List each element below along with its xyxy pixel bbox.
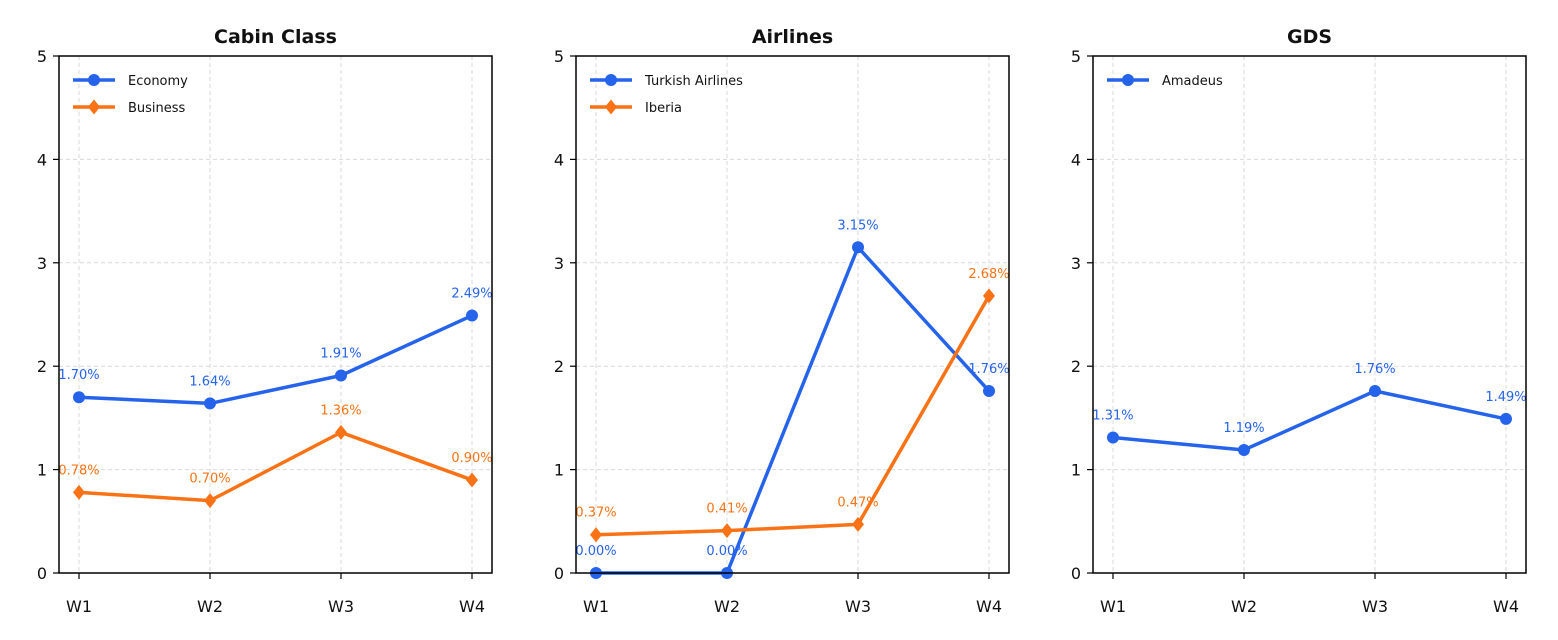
data-point [852,516,864,532]
x-tick-label: W3 [845,597,871,616]
y-tick-label: 4 [554,150,564,169]
x-tick-label: W3 [328,597,354,616]
x-tick-label: W3 [1362,597,1388,616]
data-point [1369,385,1381,398]
chart-panel-3: 0 1 2 3 4 5 W1 W2 W3 W4 GDS 1.31% 1.19% 1.76% 1.49% Ama… [1071,26,1527,616]
x-tick-label: W4 [976,597,1002,616]
series-line-economy [78,313,473,406]
data-label: 0.37% [575,506,616,521]
legend-marker [88,74,100,86]
y-tick-label: 1 [37,461,47,480]
legend-marker [605,99,617,115]
data-point [73,484,85,500]
data-point [852,241,864,254]
y-tick-label: 2 [37,357,47,376]
data-label: 1.31% [1092,409,1133,424]
data-label: 1.76% [1354,362,1395,377]
panel-title: GDS [1287,26,1332,48]
legend-label: Iberia [645,101,682,116]
y-tick-label: 2 [554,357,564,376]
y-tick-label: 1 [554,461,564,480]
data-point [1107,431,1119,444]
legend-label: Turkish Airlines [644,74,743,89]
legend-marker [1122,74,1134,86]
data-point [1500,412,1512,425]
legend-marker [88,99,100,115]
data-point [983,288,995,304]
data-point [204,397,216,410]
data-label: 1.91% [320,347,361,362]
y-tick-label: 5 [1071,47,1081,66]
y-tick-label: 0 [1071,564,1081,583]
chart-panel-1: 0 1 2 3 4 5 W1 W2 W3 W4 Cabin Class 1.70% 1.64% 1.91%… [37,26,493,616]
x-tick-label: W4 [459,597,485,616]
y-tick-label: 3 [1071,254,1081,273]
chart-panel-2: 0 1 2 3 4 5 W1 W2 W3 W4 Airlines 0.00% 0.00% 3.15% 1.7… [554,26,1010,616]
data-label: 0.78% [58,463,99,478]
series-line-turkish-airlines [596,245,991,575]
data-point [983,385,995,398]
x-tick-label: W4 [1493,597,1519,616]
data-point [73,391,85,404]
data-point [590,527,602,543]
data-point [335,369,347,382]
data-label: 0.00% [706,544,747,559]
data-label: 1.36% [320,403,361,418]
x-tick-label: W1 [66,597,92,616]
y-tick-label: 1 [1071,461,1081,480]
axes-frame [58,55,493,574]
data-label: 3.15% [837,218,878,233]
panel-title: Airlines [752,26,833,48]
x-tick-label: W2 [1231,597,1257,616]
data-label: 1.64% [189,374,230,389]
legend-marker [605,74,617,86]
data-label: 0.90% [451,451,492,466]
data-point [1238,443,1250,456]
y-tick-label: 0 [554,564,564,583]
y-tick-label: 5 [37,47,47,66]
legend-label: Amadeus [1162,74,1223,89]
y-tick-label: 0 [37,564,47,583]
data-label: 1.49% [1485,390,1526,405]
series-line-business [78,430,473,503]
data-label: 0.00% [575,544,616,559]
data-label: 1.19% [1223,421,1264,436]
x-tick-label: W2 [714,597,740,616]
y-tick-label: 4 [37,150,47,169]
x-tick-label: W1 [1100,597,1126,616]
y-tick-label: 3 [37,254,47,273]
legend-label: Business [128,101,186,116]
data-label: 1.76% [968,362,1009,377]
y-tick-label: 4 [1071,150,1081,169]
data-label: 2.49% [451,287,492,302]
axes-frame [1092,55,1527,574]
data-point [466,309,478,322]
legend-label: Economy [128,74,188,89]
panel-title: Cabin Class [214,26,337,48]
data-point [204,493,216,509]
data-label: 0.41% [706,502,747,517]
data-label: 0.47% [837,495,878,510]
data-label: 2.68% [968,267,1009,282]
x-tick-label: W1 [583,597,609,616]
data-label: 0.70% [189,472,230,487]
axes-frame [575,55,1010,574]
series-line-amadeus [1112,389,1507,452]
series-line-iberia [595,295,991,537]
data-label: 1.70% [58,368,99,383]
y-tick-label: 3 [554,254,564,273]
data-point [721,523,733,539]
x-tick-label: W2 [197,597,223,616]
y-tick-label: 2 [1071,357,1081,376]
data-point [466,472,478,488]
y-tick-label: 5 [554,47,564,66]
data-point [335,424,347,440]
